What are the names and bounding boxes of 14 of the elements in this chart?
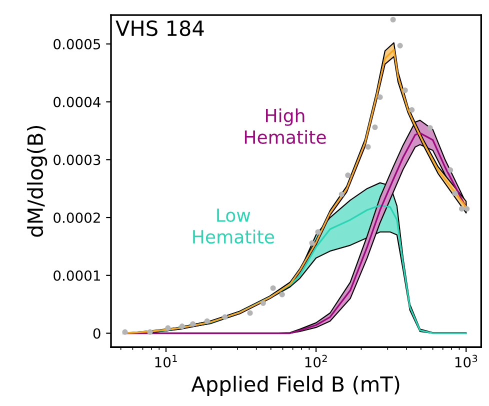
chart-title: VHS 184 [116, 20, 204, 36]
y-tick-label: 0.0001 [54, 270, 100, 281]
y-tick-label: 0.0004 [54, 96, 100, 108]
text: Low Hematite [193, 208, 274, 244]
y-tick-label: 0.0003 [54, 154, 100, 166]
x-tick-label: 10$^{3}$ [455, 354, 478, 368]
x-axis-title: Applied Field B (mT) [191, 376, 400, 396]
x-tick-label: 10$^{2}$ [305, 354, 327, 368]
y-tick-label: 0.0002 [54, 212, 100, 223]
y-tick-label: 0 [93, 328, 100, 339]
y-tick-label: 0.0005 [54, 38, 100, 50]
text: High Hematite [244, 108, 326, 144]
x-tick-label: 10$^{1}$ [155, 354, 177, 368]
y-axis-title: dM/dlog(B) [26, 126, 48, 237]
